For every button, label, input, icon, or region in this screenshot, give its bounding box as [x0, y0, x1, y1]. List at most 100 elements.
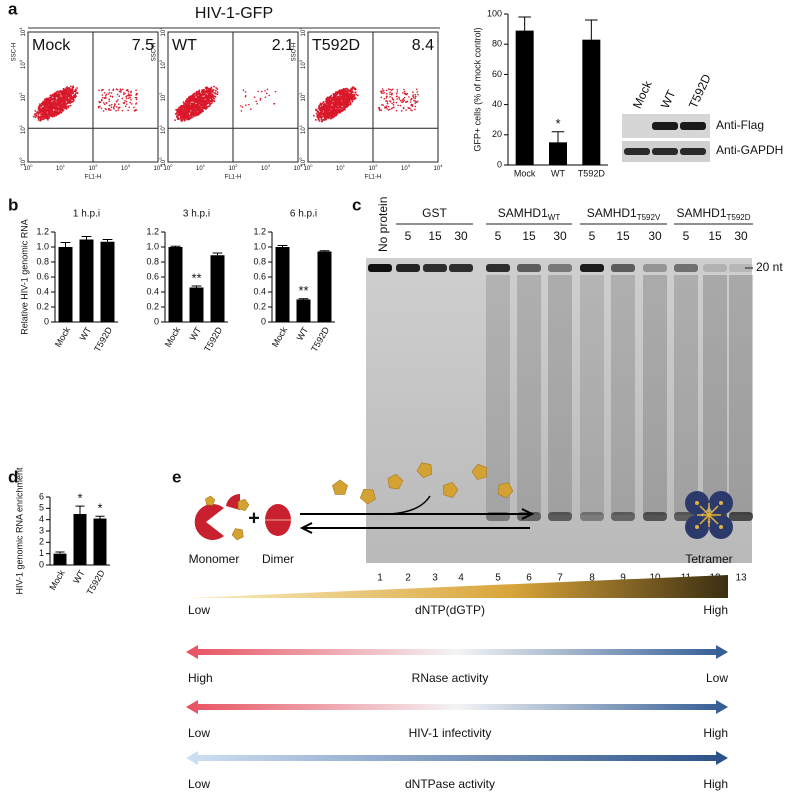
flow-dot — [274, 90, 277, 93]
error-bar — [277, 245, 288, 247]
flow-dot — [210, 92, 213, 94]
flow-dot — [343, 105, 346, 108]
flow-dot — [45, 102, 47, 105]
flow-dot — [414, 105, 417, 108]
flow-dot — [408, 96, 410, 98]
flow-dot — [405, 101, 407, 103]
flow-dot — [354, 91, 357, 94]
y-tick-label: 0.2 — [146, 301, 159, 311]
bar — [275, 247, 290, 322]
error-bar — [75, 505, 85, 514]
tick-base: 10 — [196, 166, 203, 172]
group-sub: T592V — [637, 213, 661, 222]
flow-dot — [118, 90, 121, 93]
blot-band — [680, 122, 706, 130]
flow-x-tick: 100 — [304, 163, 314, 172]
y-tick-label: 1 — [39, 548, 44, 558]
flow-dot — [213, 95, 216, 98]
flow-dot — [338, 105, 341, 108]
flow-dot — [415, 95, 417, 98]
flow-dot — [208, 88, 211, 91]
flow-dot — [211, 94, 214, 96]
flow-dot — [399, 104, 402, 107]
flow-dot — [72, 90, 75, 93]
flow-dot — [195, 114, 198, 117]
x-tick-label: WT — [188, 325, 204, 343]
flow-dot — [34, 116, 37, 119]
flow-dot — [330, 99, 333, 102]
gradient-high: High — [703, 603, 728, 617]
flow-dot — [248, 103, 250, 106]
flow-dot — [190, 105, 193, 108]
flow-dot — [99, 105, 101, 108]
flow-dots — [32, 85, 138, 122]
flow-label: WT — [172, 37, 197, 54]
monomer — [226, 493, 240, 510]
flow-dot — [63, 105, 66, 108]
flow-dot — [385, 100, 387, 102]
flow-label: T592D — [312, 37, 360, 54]
flow-dot — [209, 102, 212, 105]
y-tick-label: 20 — [492, 129, 502, 139]
flow-dot — [386, 100, 389, 103]
tick-exp: 2 — [375, 163, 378, 168]
flow-dot — [108, 98, 111, 100]
flow-dot — [179, 113, 182, 115]
flow-dot — [62, 102, 65, 105]
flow-dot — [123, 102, 125, 105]
flow-dot — [318, 112, 321, 115]
flow-dot — [385, 89, 388, 92]
flow-dot — [197, 107, 200, 110]
gel-band — [548, 264, 572, 272]
flow-dot — [121, 109, 124, 112]
flow-dot — [49, 100, 52, 102]
lane-number: 8 — [589, 573, 595, 584]
flow-dot — [256, 102, 258, 105]
flow-dot — [97, 106, 100, 109]
flow-dot — [416, 91, 419, 93]
flow-dot — [37, 113, 40, 116]
flow-dot — [56, 101, 58, 104]
flow-dot — [240, 105, 242, 107]
flow-dot — [205, 88, 208, 91]
flow-dot — [175, 116, 178, 118]
flow-dot — [116, 88, 119, 91]
flow-dot — [130, 94, 132, 96]
flow-dot — [58, 95, 61, 98]
flow-dot — [414, 102, 417, 104]
flow-dot — [188, 103, 191, 106]
flow-dot — [401, 101, 403, 104]
flow-dot — [211, 102, 213, 104]
flow-dot — [344, 103, 346, 106]
blot-band — [624, 148, 650, 155]
flow-dot — [204, 90, 207, 93]
flow-dot — [322, 101, 325, 103]
flow-dot — [130, 98, 132, 101]
flow-dot — [349, 103, 352, 106]
flow-dot — [211, 90, 214, 93]
flow-dot — [35, 112, 38, 114]
flow-dot — [411, 109, 413, 112]
flow-y-tick: 102 — [298, 92, 307, 102]
flow-dot — [100, 99, 103, 102]
plus: + — [248, 507, 260, 529]
flow-dot — [72, 85, 75, 88]
bar — [79, 239, 94, 322]
flow-dot — [127, 97, 130, 99]
flow-dot — [131, 103, 133, 105]
flow-dot — [197, 96, 200, 99]
flow-dot — [318, 118, 320, 121]
gel-time: 15 — [616, 229, 630, 243]
y-axis-label: Relative HIV-1 genomic RNA — [19, 219, 29, 335]
flow-dot — [213, 99, 216, 102]
flow-y-tick: 103 — [298, 59, 307, 69]
flow-dot — [44, 100, 46, 102]
flow-dot — [242, 89, 245, 91]
flow-dot — [40, 108, 43, 111]
flow-dot — [58, 94, 61, 96]
flow-dot — [129, 95, 131, 97]
flow-x-tick: 104 — [294, 163, 304, 172]
flow-dot — [65, 91, 68, 94]
flow-dot — [72, 100, 75, 102]
flow-dot — [182, 101, 185, 103]
